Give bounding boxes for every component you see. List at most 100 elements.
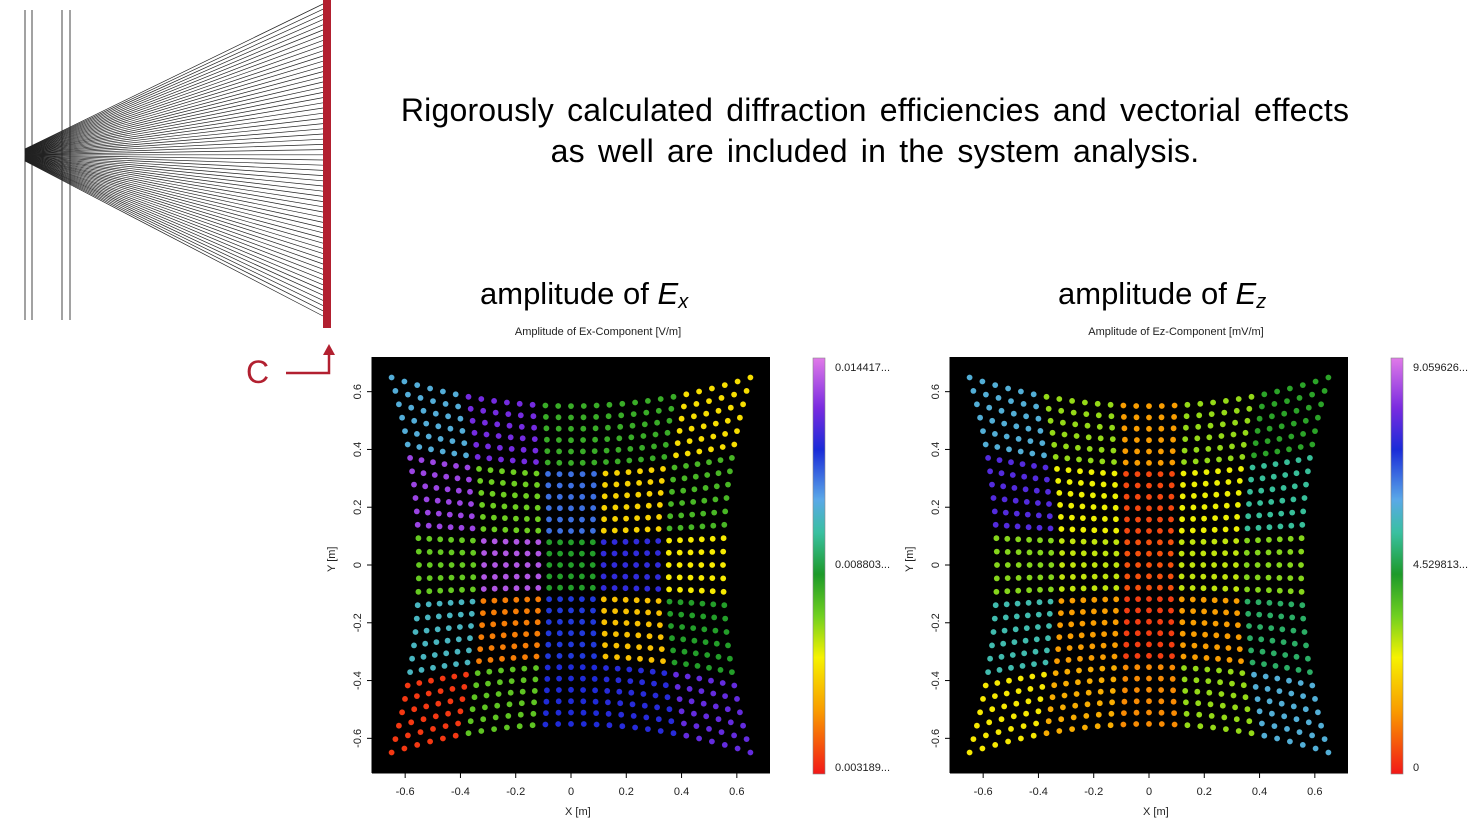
data-point	[1157, 482, 1164, 489]
data-point	[654, 704, 660, 711]
data-point	[1245, 513, 1252, 520]
data-point	[1238, 658, 1244, 664]
data-point	[524, 573, 531, 580]
data-point	[580, 425, 587, 432]
data-point	[512, 492, 518, 499]
data-point	[1268, 625, 1275, 631]
data-point	[516, 400, 523, 407]
data-point	[1307, 455, 1313, 461]
data-point	[1146, 698, 1152, 705]
data-point	[545, 630, 552, 637]
data-point	[1293, 716, 1300, 723]
data-point	[993, 535, 1000, 542]
data-point	[698, 575, 705, 581]
x-tick-label: -0.2	[1084, 786, 1103, 798]
data-point	[624, 643, 631, 650]
data-point	[442, 723, 449, 729]
data-point	[445, 499, 452, 505]
data-point	[1098, 677, 1105, 684]
data-point	[534, 630, 541, 637]
data-point	[1291, 483, 1298, 490]
data-point	[503, 562, 509, 568]
ray	[24, 102, 324, 154]
data-point	[453, 661, 459, 667]
data-point	[1169, 676, 1176, 682]
data-point	[601, 504, 608, 511]
data-point	[688, 587, 694, 594]
data-point	[1101, 504, 1108, 511]
ray	[24, 112, 324, 154]
data-point	[1180, 653, 1187, 660]
data-point	[535, 585, 542, 591]
ez-amplitude-chart[interactable]: -0.6 -0.4 -0.2 0 0.2 0.4 0.6-0.6-0.4-0.200.20.…	[906, 345, 1376, 825]
data-point	[671, 659, 678, 666]
data-point	[1111, 459, 1117, 465]
data-point	[590, 516, 596, 523]
ray	[24, 40, 324, 151]
data-point	[1168, 527, 1174, 534]
data-point	[1015, 587, 1022, 594]
data-point	[508, 446, 515, 452]
data-point	[711, 509, 718, 516]
ez-heading-var: E	[1235, 276, 1257, 311]
data-point	[1287, 575, 1294, 581]
data-point	[604, 688, 611, 694]
data-point	[1146, 721, 1152, 727]
data-point	[1272, 663, 1279, 669]
data-point	[513, 585, 520, 592]
data-point	[532, 676, 539, 683]
data-point	[1123, 471, 1129, 477]
data-point	[966, 374, 973, 381]
data-point	[1207, 701, 1214, 708]
data-point	[425, 522, 432, 529]
data-point	[426, 562, 433, 568]
data-point	[719, 444, 726, 450]
data-point	[721, 382, 728, 388]
data-point	[405, 391, 411, 398]
data-point	[499, 655, 505, 662]
data-point	[1123, 493, 1130, 500]
data-point	[465, 730, 472, 737]
ray	[24, 50, 324, 152]
ray	[24, 158, 324, 249]
data-point	[603, 676, 610, 683]
ex-amplitude-chart[interactable]: -0.6 -0.4 -0.2 0 0.2 0.4 0.6-0.6-0.4-0.200.20.…	[328, 345, 798, 825]
data-point	[1293, 407, 1300, 414]
data-point	[513, 527, 520, 534]
data-point	[1238, 466, 1244, 472]
ray	[24, 159, 324, 291]
data-point	[412, 629, 419, 635]
data-point	[1217, 444, 1223, 451]
data-point	[556, 459, 563, 466]
data-point	[437, 688, 444, 694]
data-point	[1278, 613, 1285, 620]
data-point	[492, 562, 498, 568]
data-point	[615, 677, 622, 684]
data-point	[1030, 732, 1037, 739]
ex-colorbar-mid: 0.008803...	[835, 559, 891, 571]
data-point	[992, 602, 999, 609]
data-point	[677, 524, 684, 531]
data-point	[1051, 682, 1058, 689]
data-point	[435, 423, 442, 430]
data-point	[404, 682, 411, 689]
ray	[24, 60, 324, 152]
data-point	[1168, 619, 1175, 625]
data-point	[1083, 713, 1090, 719]
data-point	[1097, 688, 1104, 695]
data-point	[443, 473, 450, 480]
data-point	[1091, 562, 1098, 568]
data-point	[1223, 514, 1229, 521]
data-point	[737, 709, 743, 716]
data-point	[426, 535, 433, 542]
data-point	[1259, 720, 1265, 727]
data-point	[1266, 536, 1272, 543]
data-point	[468, 610, 475, 617]
data-point	[1189, 539, 1196, 545]
data-point	[590, 527, 596, 534]
data-point	[1091, 585, 1098, 592]
data-point	[715, 407, 722, 414]
data-point	[1157, 471, 1164, 477]
data-point	[1248, 393, 1255, 400]
data-point	[439, 675, 446, 682]
